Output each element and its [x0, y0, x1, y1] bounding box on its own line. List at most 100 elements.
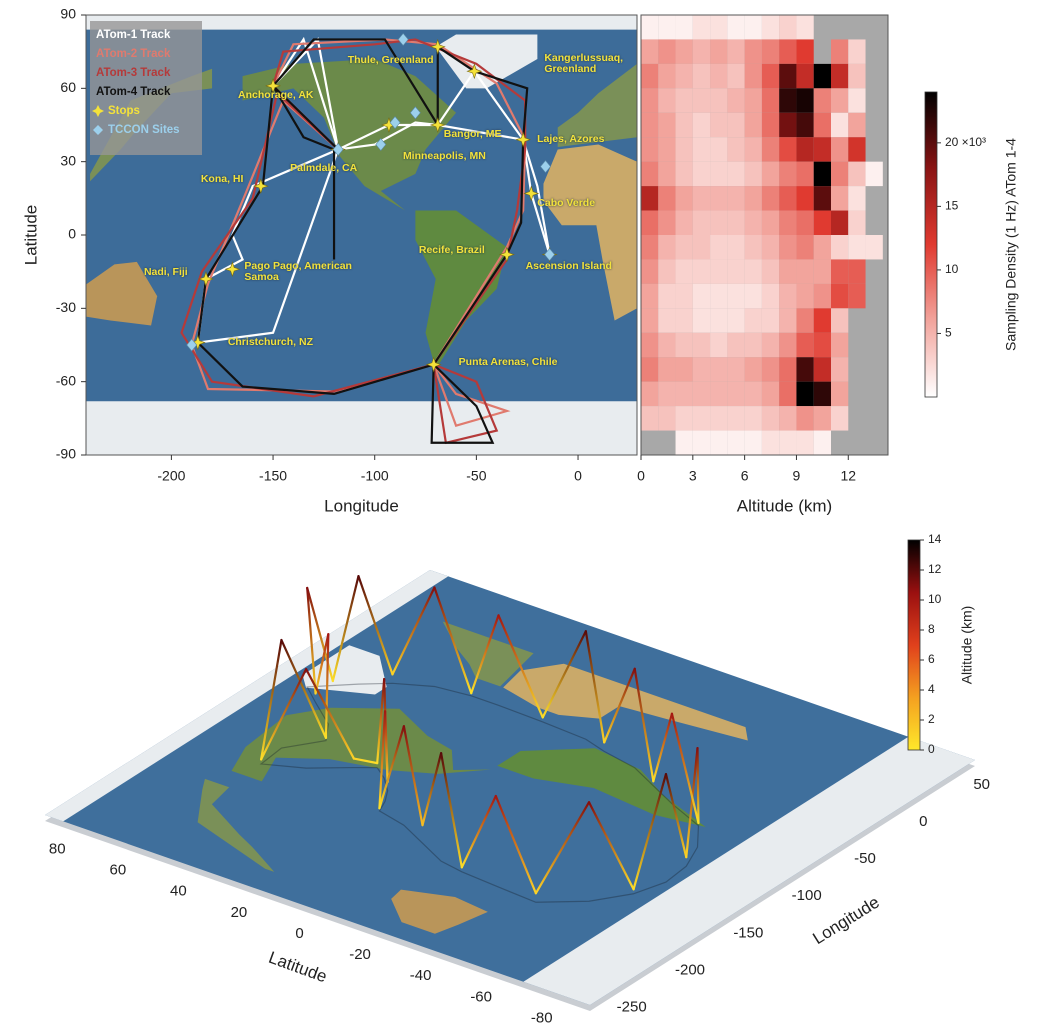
heat-cell [676, 186, 693, 210]
colorbar-tick-label: 2 [928, 712, 935, 726]
heat-cell [693, 64, 710, 88]
heat-cell [831, 113, 848, 137]
heat-cell [779, 431, 796, 455]
lat-tick-label: -40 [410, 967, 432, 984]
heat-cell [831, 357, 848, 381]
heat-cell [745, 431, 762, 455]
heat-cell [693, 235, 710, 259]
heat-cell [676, 211, 693, 235]
heat-cell [762, 284, 779, 308]
heat-cell [658, 162, 675, 186]
heat-cell [814, 137, 831, 161]
heat-cell [641, 235, 658, 259]
heat-cell [779, 382, 796, 406]
heat-cell [762, 39, 779, 63]
lon-tick-label: -250 [617, 999, 647, 1016]
lat-tick-label: -20 [349, 946, 371, 963]
x-tick-label: -150 [259, 468, 287, 484]
legend-label: TCCON Sites [108, 124, 180, 136]
heat-cell [727, 64, 744, 88]
heat-cell [796, 211, 813, 235]
heat-cell [779, 406, 796, 430]
colorbar-title: Sampling Density (1 Hz) ATom 1-4 [1003, 138, 1019, 351]
lat-tick-label: 0 [295, 925, 303, 942]
heat-cell [831, 333, 848, 357]
heat-cell [641, 406, 658, 430]
heat-cell [641, 357, 658, 381]
figure: -200-150-100-500-90-60-300306090Longitud… [0, 0, 1038, 1030]
heat-cell [658, 113, 675, 137]
heat-cell [727, 382, 744, 406]
heat-cell [814, 357, 831, 381]
x-tick-label: 3 [689, 468, 697, 484]
heat-cell [693, 39, 710, 63]
heat-cell [658, 211, 675, 235]
heat-cell [814, 308, 831, 332]
heat-cell [745, 235, 762, 259]
lat-tick-label: 40 [170, 883, 187, 900]
y-tick-label: -90 [56, 446, 76, 462]
heat-cell [710, 88, 727, 112]
heat-cell [796, 308, 813, 332]
colorbar-tick-label: 20 ×10³ [945, 135, 986, 149]
lon-tick-label: 0 [919, 813, 927, 830]
x-tick-label: 0 [574, 468, 582, 484]
heat-cell [848, 284, 865, 308]
heat-cell [676, 284, 693, 308]
colorbar-tick-label: 0 [928, 742, 935, 756]
lon-tick-label: -200 [675, 961, 705, 978]
heat-cell [831, 284, 848, 308]
colorbar-tick-label: 4 [928, 682, 935, 696]
heat-cell [693, 88, 710, 112]
heat-cell [693, 431, 710, 455]
heat-cell [641, 162, 658, 186]
heat-cell [762, 333, 779, 357]
heat-cell [676, 64, 693, 88]
heat-cell [727, 88, 744, 112]
heat-cell [658, 259, 675, 283]
heat-cell [814, 382, 831, 406]
heat-cell [796, 186, 813, 210]
heat-cell [779, 162, 796, 186]
heat-cell [814, 162, 831, 186]
heat-cell [762, 308, 779, 332]
heat-cell [693, 357, 710, 381]
heat-cell [848, 186, 865, 210]
heat-cell [693, 259, 710, 283]
lat-tick-label: 60 [109, 862, 126, 879]
heat-cell [710, 308, 727, 332]
heat-cell [779, 113, 796, 137]
heat-cell [745, 211, 762, 235]
heat-cell [814, 113, 831, 137]
heat-cell [693, 211, 710, 235]
heat-cell [710, 211, 727, 235]
colorbar-tick-label: 8 [928, 622, 935, 636]
colorbar [925, 92, 937, 397]
heat-cell [710, 406, 727, 430]
heat-cell [814, 333, 831, 357]
heat-cell [848, 39, 865, 63]
heat-cell [693, 113, 710, 137]
heat-cell [658, 64, 675, 88]
heat-cell [762, 259, 779, 283]
x-tick-label: -50 [466, 468, 486, 484]
heat-cell [727, 431, 744, 455]
colorbar-tick-label: 15 [945, 199, 959, 213]
heat-cell [848, 113, 865, 137]
heat-cell [710, 431, 727, 455]
page: {"chart_data": [ {"type": "map", "xlabel… [0, 0, 1038, 1030]
heat-cell [641, 382, 658, 406]
heat-cell [658, 284, 675, 308]
heat-cell [779, 259, 796, 283]
heat-cell [814, 235, 831, 259]
heat-cell [710, 15, 727, 39]
heat-cell [762, 88, 779, 112]
heat-cell [779, 39, 796, 63]
lon-tick-label: 50 [973, 776, 990, 793]
heat-cell [831, 235, 848, 259]
heat-cell [796, 357, 813, 381]
heat-cell [658, 186, 675, 210]
heat-cell [831, 211, 848, 235]
heat-cell [779, 64, 796, 88]
heat-cell [779, 357, 796, 381]
